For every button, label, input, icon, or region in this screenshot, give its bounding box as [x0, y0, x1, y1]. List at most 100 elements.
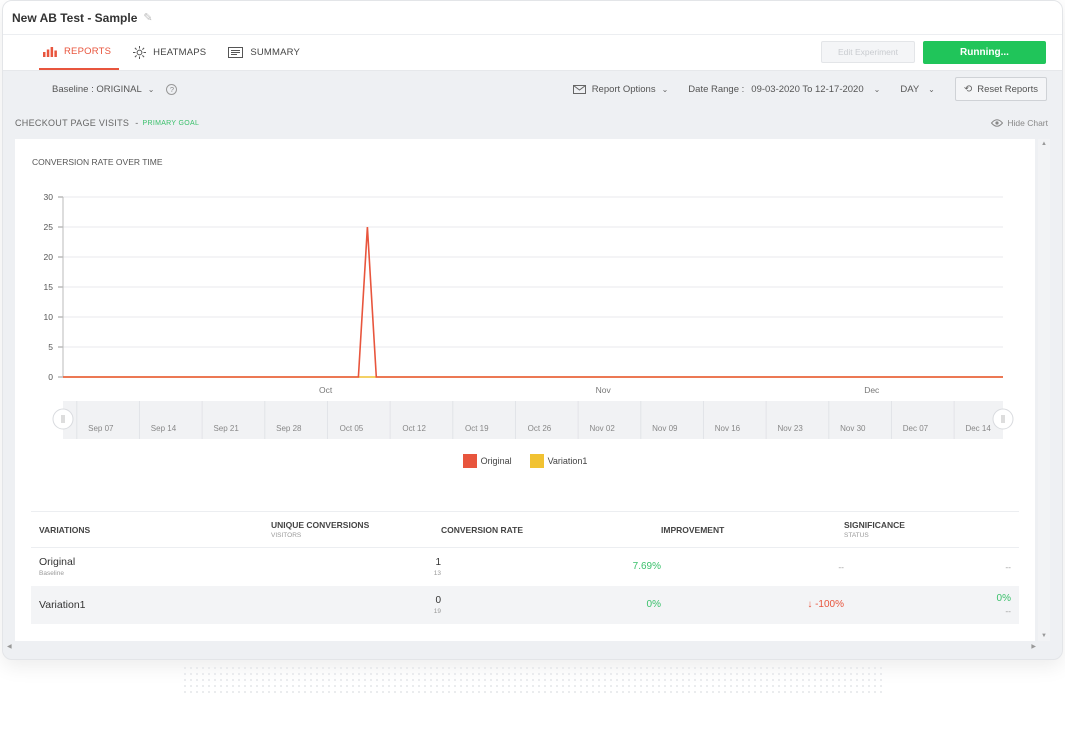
variation-name: Original — [39, 556, 76, 569]
variation-name-cell: Original Baseline — [31, 548, 271, 586]
significance-header: SIGNIFICANCE — [844, 520, 905, 530]
navigator-label: Dec 14 — [965, 424, 991, 433]
tab-label: HEATMAPS — [153, 46, 207, 58]
decorative-dots — [182, 665, 882, 693]
navigator-label: Oct 19 — [465, 424, 489, 433]
navigator-label: Oct 05 — [340, 424, 364, 433]
scroll-down-icon[interactable]: ▼ — [1041, 633, 1047, 639]
conversions-cell: 0 19 — [271, 585, 441, 624]
conversion-rate-chart[interactable]: 0 5 10 15 20 25 30 Oct Nov Dec Sep 07 Sep 14 Sep 2… — [15, 139, 1035, 439]
legend-swatch — [462, 454, 477, 468]
conversions-value: 0 — [435, 594, 441, 606]
sun-icon — [133, 45, 147, 59]
chart-grid — [58, 196, 1003, 378]
reset-reports-button[interactable]: ⟲ Reset Reports — [954, 77, 1047, 101]
envelope-icon — [572, 84, 586, 94]
refresh-icon: ⟲ — [963, 83, 973, 95]
eye-icon — [991, 119, 1004, 127]
legend-label: Variation1 — [547, 456, 588, 466]
tab-summary[interactable]: SUMMARY — [224, 34, 308, 70]
col-conversion-rate[interactable]: CONVERSION RATE — [441, 511, 661, 548]
navigator-label: Sep 28 — [276, 424, 302, 433]
reset-reports-label: Reset Reports — [977, 83, 1038, 95]
report-toolbar: Baseline : ORIGINAL ⌄ ? Report Options ⌄ … — [3, 71, 1062, 107]
help-icon[interactable]: ? — [166, 83, 178, 95]
improvement-value: -- — [838, 561, 844, 572]
navigator-label: Oct 12 — [402, 424, 426, 433]
navigator-label: Dec 07 — [903, 424, 929, 433]
toolbar-right: Report Options ⌄ Date Range : 09-03-2020… — [572, 71, 1062, 107]
navigator-handle-left[interactable] — [52, 408, 74, 430]
table-row[interactable]: Original Baseline 1 13 7.69% -- -- — [31, 548, 1019, 586]
visitors-subheader: VISITORS — [271, 532, 302, 539]
table-header-row: VARIATIONS UNIQUE CONVERSIONS VISITORS C… — [31, 511, 1019, 548]
navigator-label: Sep 07 — [88, 424, 114, 433]
y-axis-ticks: 0 5 10 15 20 25 30 — [44, 192, 54, 382]
chevron-down-icon: ⌄ — [147, 84, 155, 94]
report-options-dropdown[interactable]: Report Options ⌄ — [572, 84, 669, 95]
tab-heatmaps[interactable]: HEATMAPS — [129, 34, 214, 70]
navigator-label: Oct 26 — [528, 424, 552, 433]
legend-item-original[interactable]: Original — [462, 454, 512, 468]
col-unique-conversions[interactable]: UNIQUE CONVERSIONS VISITORS — [271, 511, 441, 548]
tab-reports[interactable]: REPORTS — [39, 34, 120, 70]
scroll-right-icon[interactable]: ▶ — [1031, 644, 1036, 650]
goal-header: CHECKOUT PAGE VISITS - PRIMARY GOAL Hide… — [3, 107, 1062, 139]
title-bar: New AB Test - Sample ✎ — [3, 1, 1062, 35]
variation-name: Variation1 — [39, 598, 86, 611]
navigator-label: Nov 30 — [840, 424, 866, 433]
series-line-original — [63, 226, 1003, 378]
col-significance[interactable]: SIGNIFICANCE STATUS — [844, 511, 1019, 548]
y-tick-label: 25 — [44, 222, 54, 232]
primary-goal-tag: PRIMARY GOAL — [142, 119, 200, 127]
visitors-value: 13 — [433, 569, 441, 577]
navigator-handle-right[interactable] — [992, 408, 1014, 430]
conversions-cell: 1 13 — [271, 548, 441, 586]
month-label: Nov — [596, 385, 612, 395]
horizontal-scrollbar[interactable]: ◀ ▶ — [3, 641, 1062, 653]
month-labels: Oct Nov Dec — [319, 385, 880, 395]
visitors-value: 19 — [433, 607, 441, 615]
conversions-value: 1 — [435, 556, 441, 568]
navigator-track — [63, 401, 1003, 439]
chart-title: CONVERSION RATE OVER TIME — [32, 157, 163, 167]
report-panel: CONVERSION RATE OVER TIME 0 5 10 15 20 25 30 O… — [15, 139, 1035, 641]
col-improvement[interactable]: IMPROVEMENT — [661, 511, 844, 548]
navigator-label: Nov 23 — [777, 424, 803, 433]
y-tick-label: 30 — [44, 192, 54, 202]
pencil-icon[interactable]: ✎ — [143, 12, 153, 24]
conversion-rate-value: 7.69% — [632, 561, 661, 573]
edit-experiment-button[interactable]: Edit Experiment — [821, 41, 915, 63]
scroll-up-icon[interactable]: ▲ — [1041, 141, 1047, 147]
month-label: Oct — [319, 385, 333, 395]
series-lines — [63, 226, 1003, 378]
unique-conversions-header: UNIQUE CONVERSIONS — [271, 520, 370, 530]
y-tick-label: 20 — [44, 252, 54, 262]
table-row[interactable]: Variation1 0 19 0% ↓ -100% 0% -- — [31, 585, 1019, 624]
legend-label: Original — [480, 456, 512, 466]
y-tick-label: 15 — [44, 282, 54, 292]
chevron-down-icon: ⌄ — [661, 84, 669, 94]
document-icon — [228, 46, 244, 58]
navigator-label: Nov 16 — [715, 424, 741, 433]
significance-value: 0% — [996, 593, 1011, 604]
baseline-dropdown[interactable]: Baseline : ORIGINAL ⌄ — [52, 84, 154, 95]
granularity-dropdown[interactable]: DAY ⌄ — [900, 84, 935, 95]
variation-sub: Baseline — [39, 570, 64, 578]
navigator-label: Sep 21 — [213, 424, 239, 433]
goal-title: CHECKOUT PAGE VISITS — [15, 118, 130, 128]
vertical-scrollbar[interactable]: ▲ ▼ — [1038, 139, 1050, 641]
baseline-label: Baseline : ORIGINAL — [52, 83, 142, 95]
status-subheader: STATUS — [844, 532, 869, 539]
scroll-left-icon[interactable]: ◀ — [7, 644, 12, 650]
hide-chart-button[interactable]: Hide Chart — [991, 107, 1048, 139]
tab-label: SUMMARY — [250, 46, 301, 58]
legend-swatch — [529, 454, 544, 468]
granularity-value: DAY — [900, 83, 920, 95]
col-variations[interactable]: VARIATIONS — [31, 511, 271, 548]
date-range-dropdown[interactable]: Date Range : 09-03-2020 To 12-17-2020 ⌄ — [688, 84, 880, 95]
legend-item-variation1[interactable]: Variation1 — [529, 454, 588, 468]
y-tick-label: 5 — [48, 342, 53, 352]
experiment-title[interactable]: New AB Test - Sample — [12, 10, 138, 25]
running-status-button[interactable]: Running... — [923, 41, 1046, 64]
